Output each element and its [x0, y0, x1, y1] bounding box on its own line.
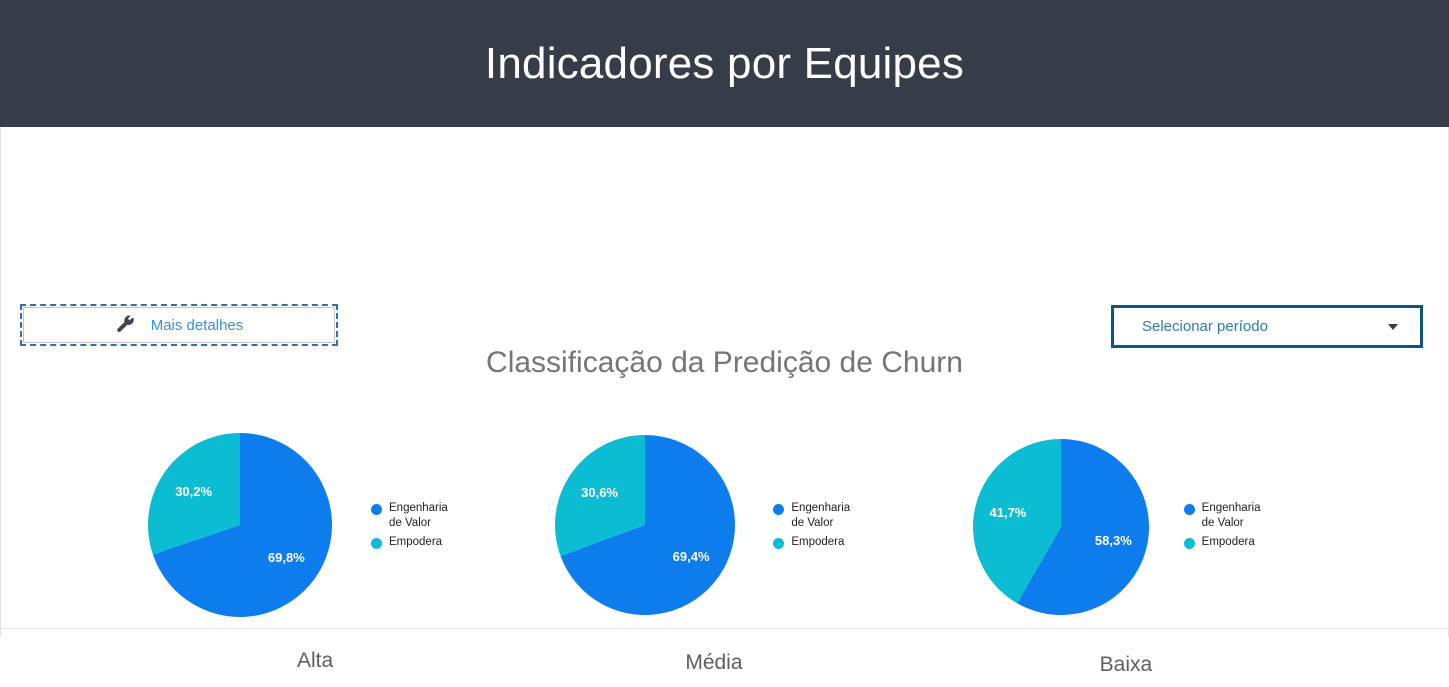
more-details-button[interactable]: Mais detalhes	[20, 304, 338, 346]
pie-graphic[interactable]	[553, 433, 737, 617]
legend-label: Engenharia de Valor	[1201, 502, 1261, 529]
page-title: Indicadores por Equipes	[484, 38, 965, 88]
legend-label: Engenharia de Valor	[791, 502, 851, 529]
legend-label: Empodera	[389, 536, 443, 548]
pie-legend: Engenharia de Valor Empodera	[371, 501, 463, 554]
app-header: Indicadores por Equipes	[0, 0, 1449, 127]
legend-item[interactable]: Empodera	[773, 535, 865, 550]
bottom-divider	[1, 628, 1448, 629]
legend-color-dot	[371, 538, 382, 549]
period-select[interactable]: Selecionar período	[1111, 305, 1423, 348]
legend-label: Empodera	[791, 536, 845, 548]
pie-charts-row: 69,8% 30,2% Engenharia de Valor Empodera Alt…	[1, 417, 1448, 687]
pie-graphic[interactable]	[971, 437, 1151, 617]
pie-legend: Engenharia de Valor Empodera	[773, 501, 865, 554]
legend-item[interactable]: Engenharia de Valor	[1183, 501, 1276, 531]
pie-legend: Engenharia de Valor Empodera	[1183, 501, 1276, 554]
legend-item[interactable]: Engenharia de Valor	[371, 501, 463, 531]
legend-color-dot	[371, 504, 382, 515]
legend-label: Empodera	[1201, 536, 1255, 548]
legend-label: Engenharia de Valor	[389, 502, 448, 529]
chevron-down-icon[interactable]	[1388, 323, 1398, 330]
pie-caption: Alta	[297, 649, 334, 672]
period-select-value: Selecionar período	[1142, 318, 1268, 335]
legend-color-dot	[773, 538, 785, 549]
chart-title: Classificação da Predição de Churn	[486, 346, 963, 379]
legend-color-dot	[1183, 538, 1195, 549]
legend-item[interactable]: Engenharia de Valor	[773, 501, 865, 531]
more-details-label: Mais detalhes	[150, 316, 244, 334]
legend-color-dot	[1183, 504, 1195, 515]
pie-chart-baixa: 58,3% 41,7% Engenharia de Valor Empodera Bai…	[966, 417, 1448, 687]
legend-color-dot	[773, 504, 785, 515]
pie-caption: Média	[685, 651, 743, 674]
pie-chart-alta: 69,8% 30,2% Engenharia de Valor Empodera Alt…	[1, 417, 483, 687]
pie-graphic[interactable]	[146, 431, 334, 619]
pie-caption: Baixa	[1099, 653, 1153, 676]
page-body: Mais detalhes Selecionar período Classif…	[0, 127, 1449, 676]
legend-item[interactable]: Empodera	[1183, 535, 1276, 550]
wrench-icon	[115, 314, 137, 336]
legend-item[interactable]: Empodera	[371, 535, 463, 550]
pie-chart-média: 69,4% 30,6% Engenharia de Valor Empodera Méd…	[483, 417, 965, 687]
